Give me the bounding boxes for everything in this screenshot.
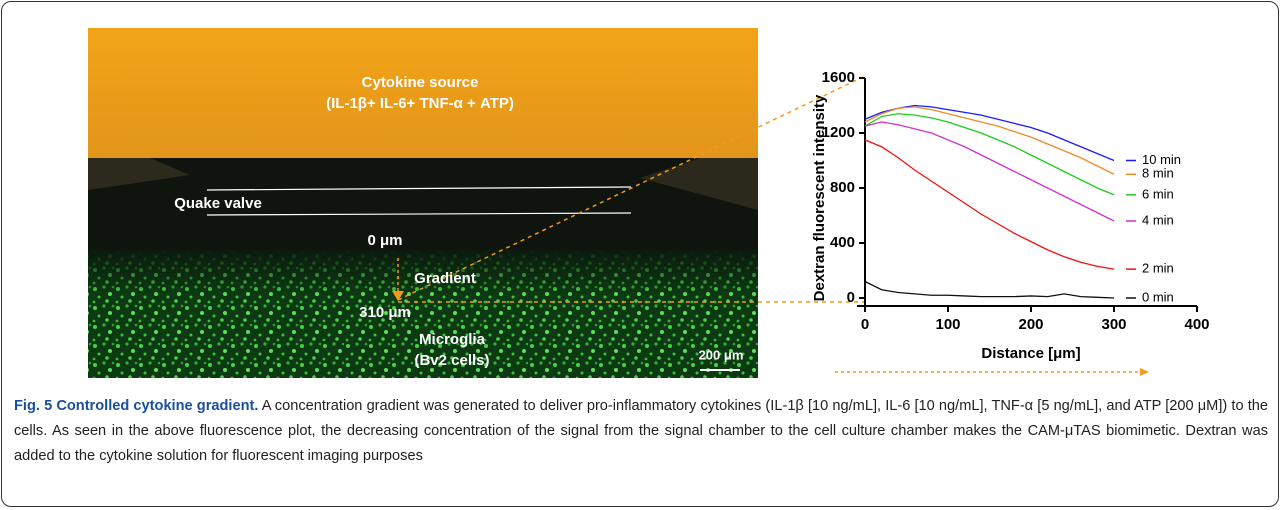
source-title: Cytokine source: [362, 74, 479, 91]
y-tick-label: 400: [830, 234, 855, 251]
micrograph: Cytokine source (IL-1β+ IL-6+ TNF-α + AT…: [88, 28, 866, 378]
y-tick-label: 1600: [822, 69, 855, 86]
series-line: [864, 280, 1115, 299]
source-subtitle: (IL-1β+ IL-6+ TNF-α + ATP): [326, 95, 514, 112]
y-tick-label: 800: [830, 179, 855, 196]
caption-text: A concentration gradient was generated t…: [14, 398, 1268, 464]
legend-label: 4 min: [1142, 212, 1174, 227]
legend-label: 6 min: [1142, 186, 1174, 201]
series-line: [864, 121, 1115, 222]
figure: Cytokine source (IL-1β+ IL-6+ TNF-α + AT…: [88, 28, 1210, 378]
x-tick-label: 200: [1018, 316, 1043, 333]
legend-label: 8 min: [1142, 166, 1174, 181]
cells-subtitle: (Bv2 cells): [414, 352, 489, 369]
start-label: 0 μm: [367, 232, 402, 249]
caption-label: Fig. 5 Controlled cytokine gradient.: [14, 398, 259, 414]
x-axis-label: Distance [μm]: [981, 345, 1080, 362]
end-label: 310 μm: [359, 304, 411, 321]
caption: Fig. 5 Controlled cytokine gradient. A c…: [14, 394, 1268, 469]
y-axis-label: Dextran fluorescent intensity: [811, 94, 828, 301]
series-line: [864, 104, 1115, 162]
chart: 0 400 800 1200 1600 0 100 200 300 400 Distance [μm…: [811, 69, 1210, 362]
y-tick-label: 0: [847, 289, 855, 306]
gradient-label: Gradient: [414, 270, 476, 287]
scale-bar-label: 200 μm: [699, 347, 744, 362]
x-tick-label: 400: [1184, 316, 1209, 333]
legend-label: 2 min: [1142, 261, 1174, 276]
y-tick-label: 1200: [822, 124, 855, 141]
series-line: [864, 113, 1115, 196]
x-tick-label: 300: [1101, 316, 1126, 333]
valve-label: Quake valve: [174, 195, 262, 212]
legend-label: 0 min: [1142, 289, 1174, 304]
x-tick-label: 100: [935, 316, 960, 333]
cells-title: Microglia: [419, 331, 486, 348]
series-line: [864, 106, 1115, 175]
arrow-head: [1140, 368, 1149, 376]
legend-label: 10 min: [1142, 152, 1181, 167]
x-tick-label: 0: [861, 316, 869, 333]
series-line: [864, 139, 1115, 270]
